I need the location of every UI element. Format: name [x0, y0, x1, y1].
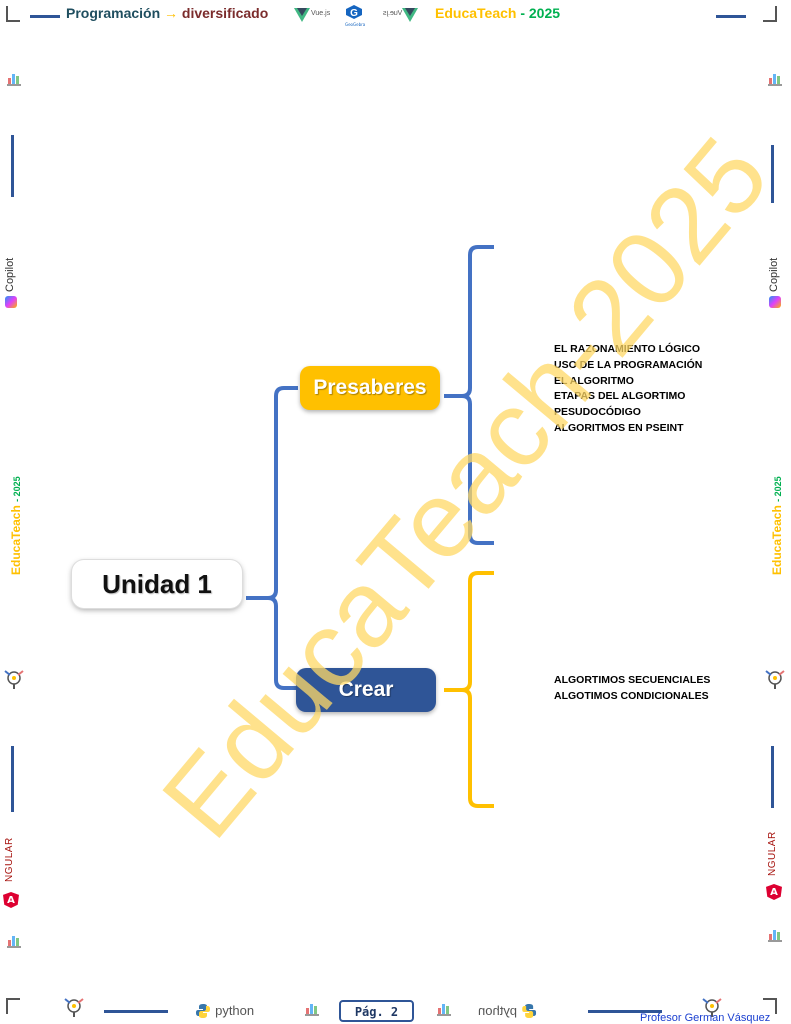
chart-icon-left-bottom	[7, 936, 21, 948]
topic-item: ALGORTIMOS SECUENCIALES	[554, 674, 711, 686]
chart-icon-right-bottom	[768, 930, 782, 942]
header-brand: EducaTeach - 2025	[435, 5, 560, 21]
copilot-logo-icon-right	[769, 296, 781, 308]
python-logo: python	[196, 1000, 254, 1019]
side-rule-left-top	[11, 135, 14, 197]
python-text-mirrored: python	[478, 1003, 518, 1018]
author-credit: Profesor German Vásquez	[640, 1012, 771, 1024]
tools-icon-footer-left	[64, 998, 84, 1017]
topic-item: EL ALGORITMO	[554, 374, 634, 387]
tools-icon-left	[4, 670, 24, 689]
presaberes-topics: EL RAZONAMIENTO LÓGICO USO DE LA PROGRAM…	[554, 342, 702, 437]
header-course-text: Programación	[66, 5, 161, 21]
presaberes-brace	[444, 245, 494, 545]
vue-logo-icon-mirrored	[402, 8, 418, 22]
header-subject: diversificado	[181, 5, 269, 21]
angular-letter-left: A	[7, 895, 15, 906]
topic-item: ALGOTIMOS CONDICIONALES	[554, 689, 709, 702]
crear-topics: ALGORTIMOS SECUENCIALES ALGOTIMOS CONDIC…	[554, 673, 710, 705]
angular-label-right: NGULAR A	[765, 830, 785, 910]
page-number-box: Pág. 2	[339, 1000, 414, 1022]
arrow-icon: →	[164, 5, 179, 21]
topic-item: ETAPAS DEL ALGORTIMO	[554, 390, 686, 403]
vue-logo-icon	[294, 8, 310, 22]
header-year: 2025	[528, 5, 561, 21]
angular-logo-icon-left: A	[3, 892, 19, 908]
chart-icon-footer-left	[305, 1004, 319, 1016]
side-rule-left-mid	[11, 746, 14, 812]
presaberes-node-label: Presaberes	[313, 376, 427, 399]
corner-mark-top-left	[6, 6, 20, 22]
copilot-logo-icon	[5, 296, 17, 308]
header-course: Programación → diversificado	[66, 5, 268, 21]
topic-item: PESUDOCÓDIGO	[554, 406, 641, 419]
angular-logo-icon-right: A	[766, 884, 782, 900]
python-icon	[196, 1003, 210, 1018]
footer-rule-left	[104, 1010, 168, 1013]
chart-icon-right-top	[768, 74, 782, 86]
vue-text: Vue.js	[311, 10, 331, 17]
corner-mark-bottom-right	[763, 998, 777, 1014]
chart-icon-left-top	[7, 74, 21, 86]
crear-brace	[444, 571, 494, 808]
page-number: Pág. 2	[354, 1005, 399, 1019]
python-text: python	[215, 1003, 255, 1018]
chart-icon-footer-right	[437, 1004, 451, 1016]
corner-mark-bottom-left	[6, 998, 20, 1014]
crear-node: Crear	[296, 668, 436, 712]
side-rule-right-mid	[771, 746, 774, 808]
svg-text:G: G	[350, 8, 358, 19]
presaberes-node: Presaberes	[300, 366, 440, 410]
side-rule-right-top	[771, 145, 774, 203]
angular-label-left: NGULAR A	[2, 836, 22, 916]
header-rule-left	[30, 15, 60, 18]
crear-node-label: Crear	[338, 678, 394, 701]
topic-item: USO DE LA PROGRAMACIÓN	[554, 358, 703, 371]
tools-icon-footer-right	[702, 998, 722, 1017]
topic-item: ALGORITMOS EN PSEINT	[554, 421, 684, 434]
angular-letter-right: A	[770, 887, 778, 898]
header-brand-text: EducaTeach	[435, 5, 517, 21]
header-brand-dash: -	[520, 5, 525, 21]
g-logo-icon: G GeoGebra	[345, 4, 365, 27]
corner-mark-top-right	[763, 6, 777, 22]
header-rule-right	[716, 15, 746, 18]
python-icon-mirrored	[522, 1003, 537, 1018]
footer-rule-right	[588, 1010, 662, 1013]
root-bracket	[246, 386, 298, 690]
tools-icon-right	[765, 670, 785, 689]
root-node-label: Unidad 1	[102, 568, 212, 599]
root-node: Unidad 1	[72, 560, 242, 608]
python-logo-mirrored: python	[478, 1000, 537, 1019]
topic-item: EL RAZONAMIENTO LÓGICO	[554, 343, 701, 355]
